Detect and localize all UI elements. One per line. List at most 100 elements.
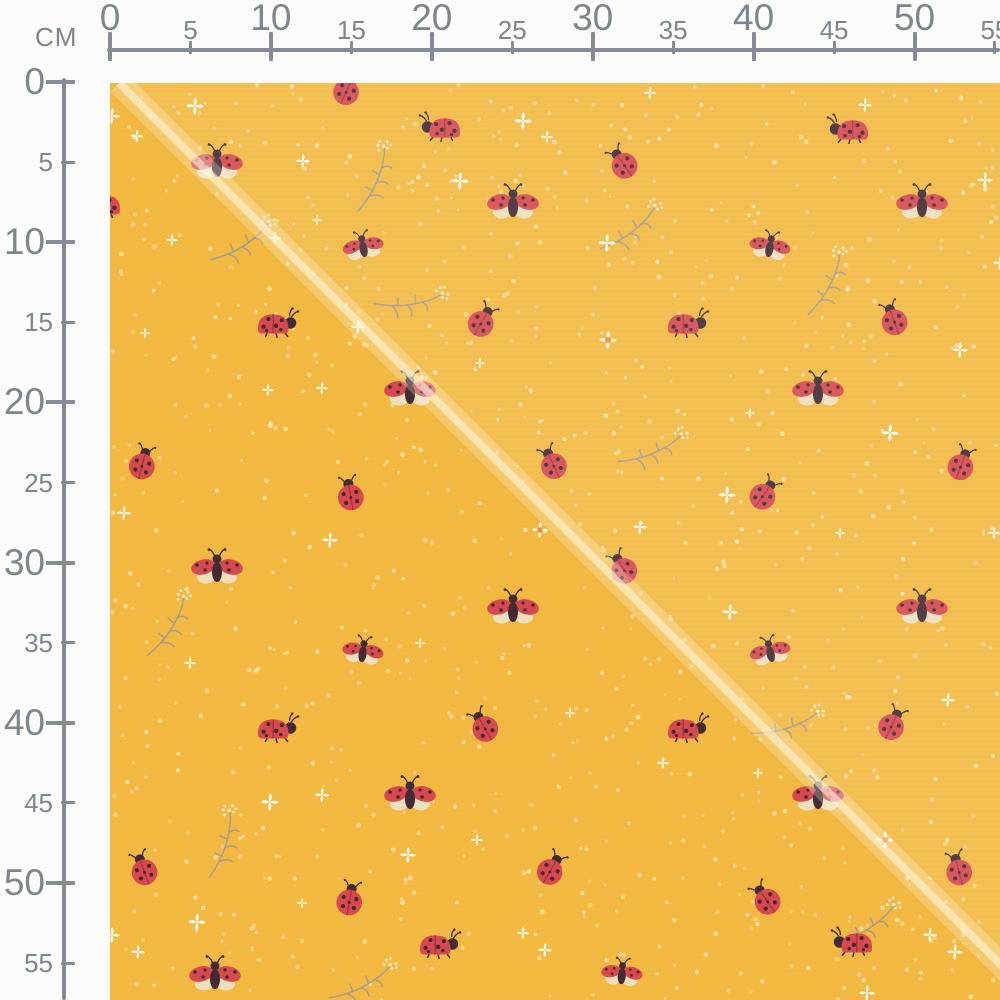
flower-motif [315, 381, 329, 395]
ruler-tick-top [188, 41, 192, 54]
ruler-tick-label: 10 [3, 221, 45, 263]
ruler-tick-label: 40 [3, 701, 45, 743]
ruler-top-line [107, 48, 1000, 52]
ruler-tick-label: 35 [24, 627, 53, 658]
ruler-tick-label: 55 [24, 948, 53, 979]
moth-motif [187, 954, 243, 992]
ruler-tick-label: 30 [3, 541, 45, 583]
ruler-tick-top [510, 41, 514, 54]
ruler-tick-label: 10 [250, 0, 292, 38]
flower-motif [516, 926, 530, 940]
ruler-tick-top [429, 32, 434, 61]
ruler-tick-left [46, 720, 75, 725]
dots-layer [110, 83, 1000, 1000]
ruler-tick-top [590, 32, 595, 61]
ruler-tick-left [46, 881, 75, 885]
ruler-tick-left [61, 481, 75, 484]
ladybug-top-motif [462, 702, 504, 748]
flower-motif [139, 327, 151, 339]
flower-motif [165, 233, 179, 247]
ladybug-side-motif [110, 187, 121, 220]
ruler-tick-label: 50 [3, 862, 45, 903]
ladybug-top-motif [125, 440, 161, 483]
ruler-tick-top [832, 41, 836, 54]
flower-motif [322, 532, 338, 548]
ladybug-top-motif [743, 875, 787, 921]
flower-motif [656, 756, 670, 770]
moth-motif [189, 547, 245, 585]
moth-motif [382, 774, 438, 812]
flower-motif [859, 985, 875, 1000]
ruler-tick-left [61, 961, 75, 965]
flower-motif [183, 656, 197, 670]
ruler-tick-label: 45 [24, 787, 53, 818]
ruler-tick-top [751, 32, 756, 61]
flower-motif [315, 788, 329, 802]
ruler-tick-left [61, 160, 75, 164]
fabric-pattern [110, 83, 1000, 1000]
flower-center [605, 337, 611, 343]
flower-motif [470, 833, 484, 847]
ruler-tick-label: 20 [3, 381, 45, 423]
ladybug-top-motif [333, 472, 367, 514]
ruler-unit-label: CM [35, 22, 78, 52]
ruler-tick-top [349, 41, 353, 54]
ruler-tick-label: 0 [99, 0, 121, 38]
flower-motif [538, 943, 552, 957]
flower-motif [110, 108, 120, 124]
ruler-tick-label: 25 [24, 467, 53, 498]
ruler-tick-label: 15 [24, 307, 53, 338]
flower-motif [400, 847, 416, 863]
ruler-tick-label: 45 [819, 15, 849, 45]
ladybug-side-motif [419, 927, 463, 960]
flower-center [537, 527, 543, 533]
ruler-tick-left [46, 240, 75, 245]
flower-motif [296, 897, 308, 909]
flower-motif [131, 945, 145, 959]
flower-motif [261, 793, 279, 811]
ruler-tick-label: 15 [336, 15, 366, 45]
sprig-motif [183, 799, 260, 878]
flower-center [882, 837, 888, 843]
ruler-tick-label: 30 [572, 0, 614, 38]
ruler-tick-label: 50 [893, 0, 936, 38]
ruler-tick-label: 0 [24, 61, 45, 102]
flower-motif [947, 944, 963, 960]
ruler-tick-left [46, 400, 75, 405]
ruler-tick-left [61, 320, 75, 324]
ladybug-side-motif [257, 306, 301, 339]
ruler-tick-top [671, 41, 675, 54]
fabric-swatch [110, 83, 1000, 1000]
ladybug-top-motif [124, 845, 162, 890]
flower-motif [117, 506, 131, 520]
flower-motif [261, 383, 275, 397]
ruler-tick-label: 35 [658, 15, 688, 45]
moth-motif [338, 631, 388, 667]
flowers-layer [110, 86, 1000, 1000]
sprig-motif [328, 941, 402, 1000]
ruler-tick-left [46, 80, 75, 84]
flower-motif [752, 767, 764, 779]
flower-motif [130, 129, 144, 143]
ruler-tick-label: 5 [183, 15, 198, 45]
flower-motif [110, 927, 120, 943]
ruler-tick-label: 25 [497, 15, 527, 45]
flower-motif [564, 707, 576, 719]
ruler-tick-left [46, 560, 75, 565]
ruler-left-line [62, 78, 66, 1000]
ruler-tick-top [268, 32, 273, 61]
ruler-tick-label: 20 [411, 0, 453, 38]
flower-motif [414, 637, 426, 649]
ruler-tick-label: 5 [38, 147, 53, 178]
moth-motif [485, 587, 541, 625]
ruler-tick-top [108, 32, 112, 61]
ruler-tick-left [61, 801, 75, 805]
ruler-tick-label: 55 [980, 15, 1000, 45]
ruler-tick-label: 40 [733, 0, 775, 38]
ladybug-side-motif [667, 711, 711, 744]
sprig-motif [136, 586, 202, 657]
ladybug-side-motif [257, 711, 301, 744]
flower-motif [188, 913, 206, 931]
fold-highlight [110, 83, 1000, 981]
